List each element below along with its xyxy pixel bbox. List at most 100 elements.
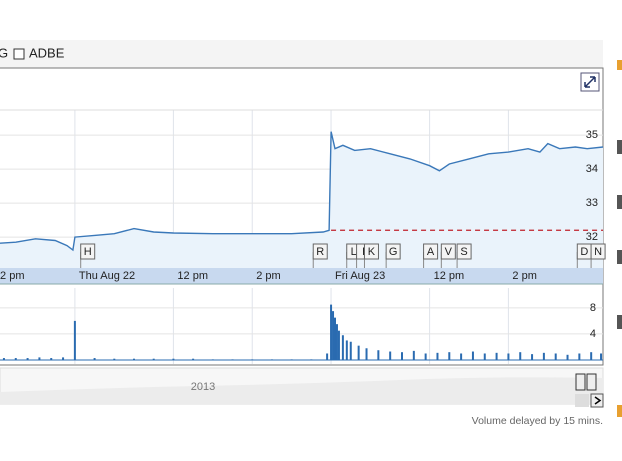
- y-tick-label: 4: [590, 328, 596, 340]
- scroll-thumb[interactable]: [575, 394, 589, 407]
- volume-bar: [330, 304, 333, 360]
- volume-bar: [519, 352, 522, 360]
- volume-bar: [566, 354, 569, 360]
- volume-bar: [152, 358, 155, 360]
- volume-bar: [436, 352, 439, 360]
- volume-bar: [192, 358, 195, 360]
- news-flag[interactable]: [590, 243, 606, 260]
- side-icon: [617, 405, 622, 417]
- footer-note: Volume delayed by 15 mins.: [472, 415, 603, 427]
- volume-bar: [483, 353, 486, 360]
- flag-label: G: [389, 246, 398, 258]
- volume-bar: [50, 358, 53, 360]
- y-tick-label: 8: [590, 302, 596, 314]
- scroll-right[interactable]: [590, 393, 604, 408]
- news-flag[interactable]: [385, 243, 401, 260]
- x-tick-label: 12 pm: [434, 270, 465, 282]
- flag-label: V: [445, 246, 453, 258]
- volume-bar: [337, 330, 340, 360]
- side-icon: [617, 195, 622, 209]
- expand-icon: [584, 76, 596, 88]
- volume-bar: [335, 324, 338, 360]
- navigator-area: [0, 377, 603, 404]
- volume-bar: [507, 353, 510, 360]
- flag-label: D: [580, 246, 588, 258]
- volume-bar: [401, 352, 403, 360]
- flag-label: S: [460, 246, 467, 258]
- toolbar: [0, 40, 603, 68]
- side-icon: [617, 140, 622, 154]
- arrow-icon: [594, 396, 602, 405]
- y-tick-label: 35: [586, 129, 598, 141]
- news-flag[interactable]: [363, 243, 379, 260]
- x-axis-band: [0, 268, 603, 284]
- volume-bar: [460, 353, 463, 360]
- volume-bar: [62, 357, 65, 360]
- volume-bar: [578, 353, 581, 360]
- volume-bar: [26, 358, 29, 360]
- x-tick-label: 2 pm: [0, 270, 24, 282]
- flag-label: A: [427, 246, 435, 258]
- volume-bar: [365, 348, 368, 360]
- volume-bar: [332, 311, 335, 360]
- volume-bar: [93, 358, 96, 360]
- volume-bar: [424, 353, 427, 360]
- volume-bar: [389, 351, 392, 360]
- x-tick-label: Thu Aug 22: [79, 270, 135, 282]
- flag-label: R: [316, 246, 324, 258]
- volume-bar: [113, 358, 116, 360]
- navigator-handle[interactable]: [575, 373, 586, 391]
- news-flag[interactable]: [80, 243, 96, 260]
- volume-bar: [334, 317, 336, 360]
- price-area: [0, 131, 603, 268]
- symbol-label[interactable]: ADBE: [29, 45, 65, 60]
- news-flag[interactable]: [312, 243, 328, 260]
- flag-label: L: [351, 246, 357, 258]
- volume-bar: [542, 352, 545, 360]
- volume-bar: [345, 340, 348, 360]
- flag-label: N: [594, 246, 602, 258]
- volume-bar: [326, 353, 329, 360]
- volume-bar: [133, 358, 135, 360]
- volume-bar: [448, 352, 451, 360]
- volume-bar: [172, 358, 175, 360]
- volume-bar: [349, 341, 352, 360]
- price-line: [0, 131, 604, 252]
- volume-bar: [38, 357, 41, 360]
- y-tick-label: 32: [586, 231, 598, 243]
- volume-bar: [590, 352, 593, 360]
- checkbox[interactable]: [13, 48, 25, 60]
- volume-bar: [341, 335, 344, 360]
- volume-bar: [412, 350, 415, 360]
- volume-bar: [14, 358, 17, 360]
- volume-bar: [554, 353, 557, 360]
- side-icon: [617, 60, 622, 70]
- volume-bar: [2, 358, 5, 360]
- news-flag[interactable]: [423, 243, 439, 260]
- side-icons: [617, 60, 622, 417]
- navigator-handle[interactable]: [586, 373, 597, 391]
- volume-bar: [600, 353, 603, 360]
- x-tick-label: Fri Aug 23: [335, 270, 385, 282]
- side-icon: [617, 250, 622, 264]
- volume-bar: [471, 351, 474, 360]
- flag-label: H: [84, 246, 92, 258]
- news-flag[interactable]: [456, 243, 472, 260]
- side-icon: [617, 315, 622, 329]
- navigator-label: 2013: [191, 381, 215, 393]
- volume-bar: [495, 352, 498, 360]
- x-tick-label: 2 pm: [256, 270, 280, 282]
- flag-label: K: [368, 246, 376, 258]
- flag-label: I: [362, 246, 365, 258]
- volume-bar: [357, 345, 360, 360]
- news-flag[interactable]: [440, 243, 456, 260]
- prev-symbol: G: [0, 45, 8, 60]
- volume-bar: [531, 354, 534, 360]
- x-tick-label: 12 pm: [177, 270, 208, 282]
- volume-bar: [73, 320, 76, 360]
- volume-bar: [377, 350, 380, 360]
- y-tick-label: 33: [586, 197, 598, 209]
- x-tick-label: 2 pm: [512, 270, 536, 282]
